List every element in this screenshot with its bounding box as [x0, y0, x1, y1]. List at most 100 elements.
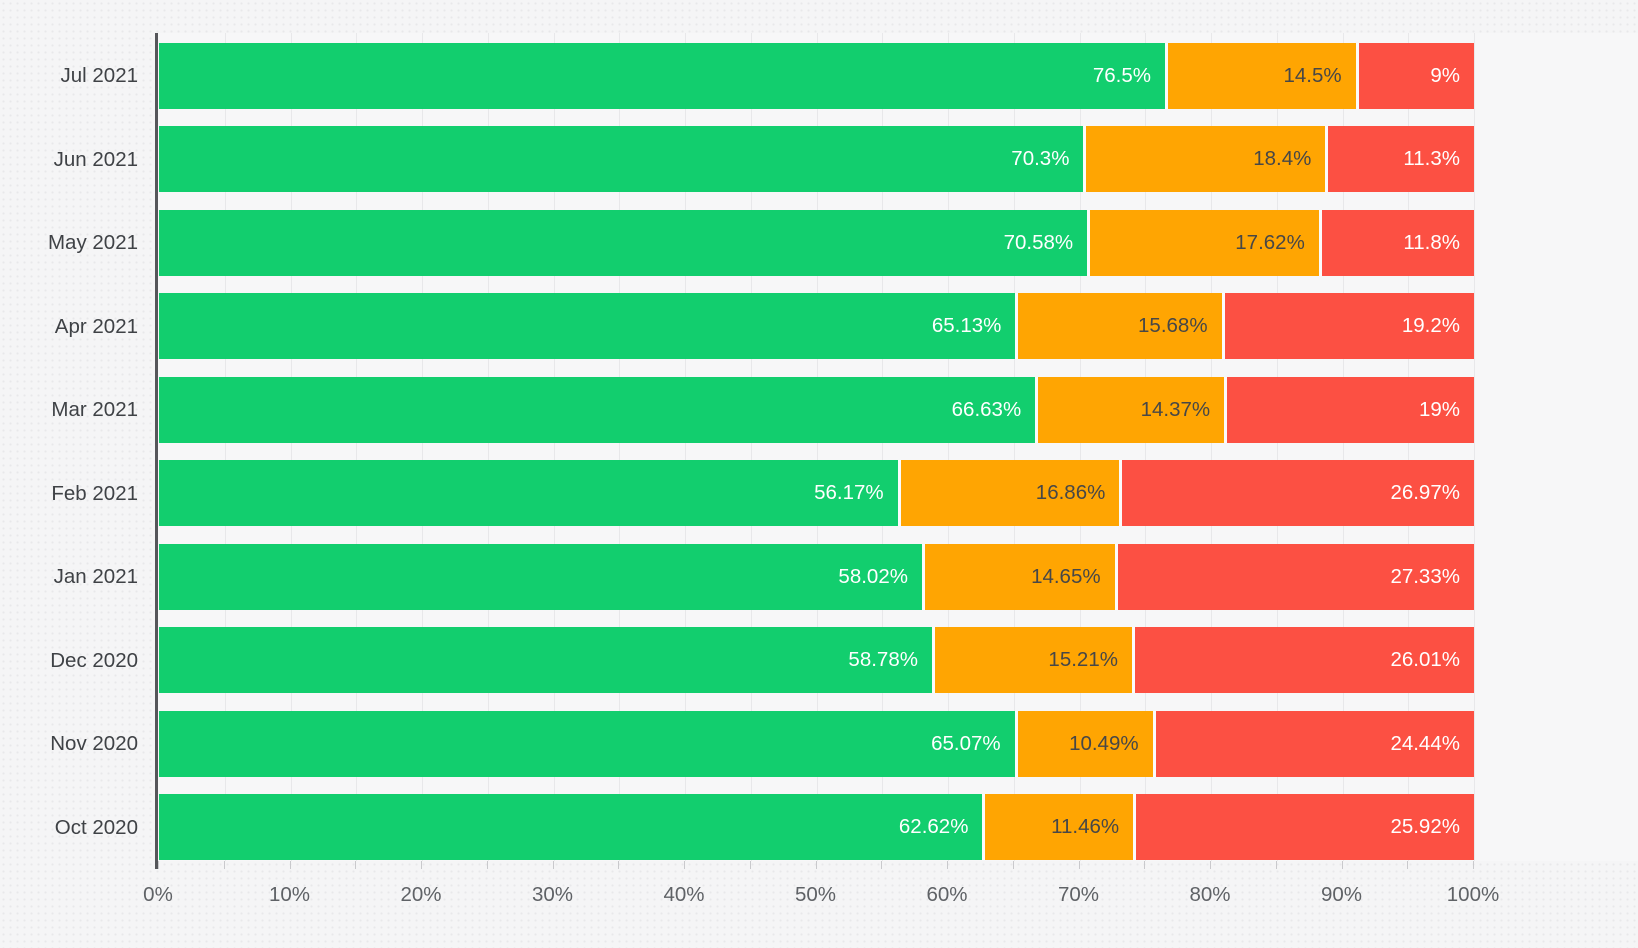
segment-value-label: 66.63% [951, 397, 1022, 421]
category-label: Oct 2020 [54, 815, 138, 839]
category-label: Jan 2021 [53, 565, 138, 588]
chart-row: Apr 2021 65.13% 15.68% 19.2% [55, 285, 1474, 369]
segment-value-label: 19% [1418, 397, 1460, 421]
stacked-bar: 65.07% 10.49% 24.44% [159, 710, 1474, 777]
segment-red[interactable]: 26.97% [1119, 460, 1474, 527]
segment-green[interactable]: 65.07% [159, 710, 1015, 777]
segment-orange[interactable]: 15.21% [931, 627, 1132, 694]
vertical-gridline [1013, 33, 1015, 861]
axis-tick [1407, 861, 1409, 869]
segment-orange[interactable]: 17.62% [1087, 209, 1319, 276]
segment-value-label: 11.3% [1403, 147, 1460, 171]
segment-green[interactable]: 66.63% [159, 376, 1036, 443]
axis-tick [1275, 861, 1277, 869]
axis-tick [947, 861, 948, 869]
segment-orange[interactable]: 11.46% [982, 794, 1134, 861]
segment-orange[interactable]: 14.65% [921, 543, 1115, 610]
stacked-bar: 76.5% 14.5% 9% [159, 42, 1474, 109]
segment-red[interactable]: 26.01% [1131, 627, 1474, 694]
vertical-gridline [750, 33, 752, 861]
x-axis-tick-label: 80% [1189, 883, 1231, 906]
segment-red[interactable]: 19.2% [1221, 293, 1474, 360]
vertical-gridline [1211, 33, 1212, 861]
x-axis-tick-label: 40% [663, 883, 705, 906]
axis-tick [1341, 861, 1343, 869]
axis-tick [552, 861, 554, 869]
vertical-gridline [816, 33, 818, 861]
x-axis-tick-label: 70% [1057, 883, 1100, 906]
x-axis-tick-label: 30% [531, 883, 574, 906]
vertical-gridline [948, 33, 949, 861]
segment-red[interactable]: 19% [1224, 376, 1474, 443]
x-axis-labels: 0% 10% 20% 30% 40% 50% 60% 70% 80% 90% 100% [143, 883, 1499, 911]
axis-tick [223, 861, 225, 869]
vertical-gridline [685, 33, 686, 861]
stacked-bar: 66.63% 14.37% 19% [159, 376, 1474, 443]
segment-value-label: 65.07% [931, 731, 1001, 755]
segment-green[interactable]: 70.3% [159, 126, 1084, 193]
vertical-gridline [553, 33, 555, 861]
chart-row: Jul 2021 76.5% 14.5% 9% [60, 34, 1474, 118]
x-axis-ticks [158, 861, 1474, 870]
category-label: May 2021 [47, 231, 138, 254]
segment-orange[interactable]: 10.49% [1014, 710, 1153, 777]
stacked-bar: 65.13% 15.68% 19.2% [159, 293, 1474, 360]
segment-orange[interactable]: 18.4% [1083, 126, 1326, 193]
segment-red[interactable]: 11.3% [1325, 126, 1474, 193]
segment-value-label: 14.65% [1031, 564, 1101, 588]
stacked-bar: 62.62% 11.46% 25.92% [159, 794, 1474, 861]
segment-red[interactable]: 24.44% [1152, 710, 1474, 777]
segment-orange[interactable]: 16.86% [897, 460, 1120, 527]
segment-red[interactable]: 11.8% [1318, 209, 1474, 276]
category-label: Feb 2021 [51, 481, 138, 505]
vertical-gridline [1079, 33, 1081, 861]
segment-value-label: 27.33% [1390, 564, 1460, 588]
chart-row: Jun 2021 70.3% 18.4% 11.3% [54, 118, 1474, 202]
vertical-gridline [1276, 33, 1278, 861]
segment-value-label: 70.58% [1003, 230, 1074, 254]
x-axis-tick-label: 0% [143, 883, 173, 906]
chart-row: Jan 2021 58.02% 14.65% 27.33% [54, 535, 1474, 619]
x-axis-tick-label: 60% [926, 883, 968, 906]
segment-orange[interactable]: 14.37% [1035, 376, 1225, 443]
vertical-gridline [356, 33, 358, 861]
axis-tick [749, 861, 751, 869]
axis-tick [1210, 861, 1211, 869]
segment-value-label: 70.3% [1011, 147, 1070, 171]
vertical-gridline [422, 33, 423, 861]
axis-tick [158, 861, 159, 869]
axis-tick [355, 861, 357, 869]
stacked-bar: 56.17% 16.86% 26.97% [159, 460, 1474, 527]
category-label: Mar 2021 [51, 398, 138, 421]
segment-green[interactable]: 62.62% [159, 794, 983, 861]
segment-red[interactable]: 25.92% [1133, 794, 1474, 861]
segment-green[interactable]: 76.5% [159, 42, 1165, 109]
axis-tick [486, 861, 488, 869]
segment-green[interactable]: 70.58% [159, 209, 1088, 276]
segment-value-label: 26.97% [1390, 481, 1460, 505]
segment-red[interactable]: 9% [1355, 42, 1474, 109]
segment-green[interactable]: 56.17% [159, 460, 898, 527]
segment-value-label: 10.49% [1069, 731, 1139, 755]
segment-value-label: 58.02% [838, 564, 908, 588]
chart-rows: Jul 2021 76.5% 14.5% 9% Jun 2021 70.3% 18.4% 11… [48, 33, 1475, 870]
segment-orange[interactable]: 15.68% [1015, 293, 1222, 360]
segment-green[interactable]: 58.78% [159, 627, 932, 694]
category-label: Apr 2021 [54, 314, 138, 338]
segment-value-label: 56.17% [814, 481, 884, 505]
axis-tick [1144, 861, 1146, 869]
segment-value-label: 11.8% [1403, 230, 1460, 254]
segment-value-label: 26.01% [1390, 648, 1460, 672]
vertical-gridline [1145, 33, 1147, 861]
segment-orange[interactable]: 14.5% [1164, 42, 1356, 109]
chart-row: Nov 2020 65.07% 10.49% 24.44% [50, 702, 1474, 786]
segment-value-label: 16.86% [1035, 481, 1106, 505]
segment-red[interactable]: 27.33% [1114, 543, 1474, 610]
x-axis-tick-label: 50% [794, 883, 837, 906]
segment-value-label: 76.5% [1092, 63, 1151, 87]
segment-value-label: 65.13% [931, 314, 1002, 338]
segment-value-label: 15.21% [1048, 648, 1118, 672]
segment-green[interactable]: 58.02% [159, 543, 922, 610]
segment-green[interactable]: 65.13% [159, 293, 1016, 360]
